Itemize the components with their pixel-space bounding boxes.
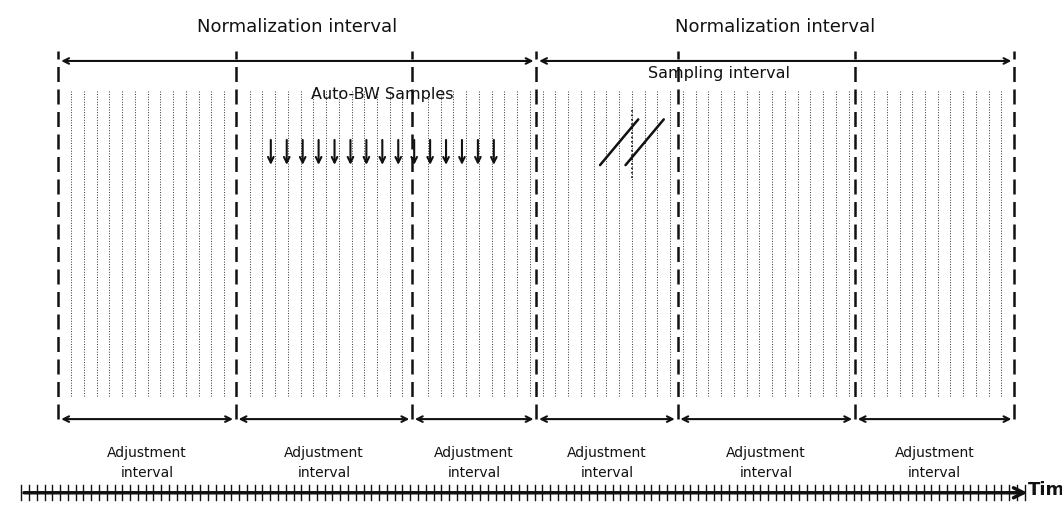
Text: Adjustment: Adjustment	[434, 446, 514, 460]
Text: Adjustment: Adjustment	[107, 446, 187, 460]
Text: interval: interval	[908, 466, 961, 480]
Text: interval: interval	[739, 466, 793, 480]
Text: Normalization interval: Normalization interval	[675, 18, 875, 36]
Text: interval: interval	[120, 466, 174, 480]
Text: interval: interval	[580, 466, 634, 480]
Text: interval: interval	[447, 466, 501, 480]
Text: interval: interval	[297, 466, 350, 480]
Text: Adjustment: Adjustment	[726, 446, 806, 460]
Text: Adjustment: Adjustment	[284, 446, 364, 460]
Text: Normalization interval: Normalization interval	[198, 18, 397, 36]
Text: Time: Time	[1028, 481, 1062, 499]
Text: Sampling interval: Sampling interval	[648, 66, 790, 81]
Text: Auto-BW Samples: Auto-BW Samples	[311, 86, 453, 102]
Text: Adjustment: Adjustment	[894, 446, 975, 460]
Text: Adjustment: Adjustment	[567, 446, 647, 460]
